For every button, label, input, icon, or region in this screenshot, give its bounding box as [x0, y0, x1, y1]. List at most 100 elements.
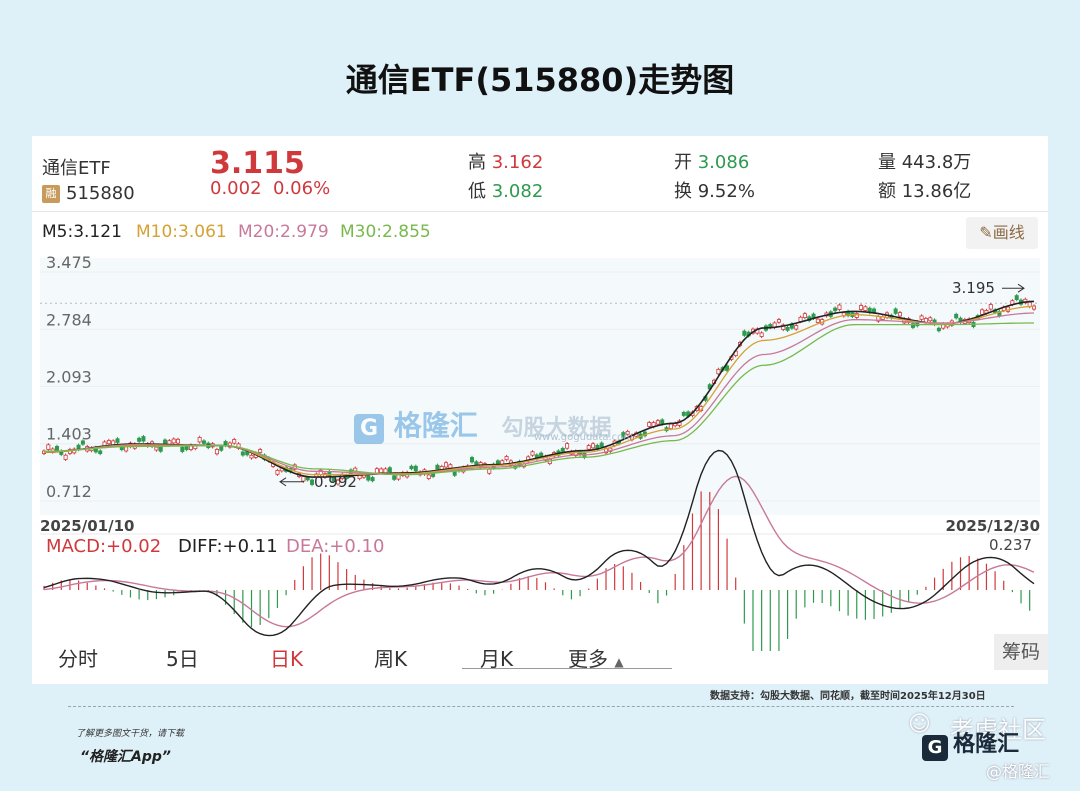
community-logo-icon: ☺ [908, 712, 931, 737]
candle-body [785, 326, 790, 331]
tab-monthly-k[interactable]: 月K [480, 647, 514, 671]
dashed-divider [68, 706, 1014, 707]
candle-body [249, 454, 254, 459]
candle-body [928, 317, 933, 322]
handle-watermark: @格隆汇 [986, 762, 1051, 781]
candle-body [647, 422, 652, 427]
candle-body [426, 474, 431, 479]
tab-intraday[interactable]: 分时 [58, 647, 98, 671]
candle-body [275, 470, 280, 475]
candle-body [560, 448, 565, 452]
candle-body [54, 445, 59, 452]
arrow-right-icon [1002, 283, 1025, 293]
volume-field: 量 443.8万 [878, 148, 971, 174]
footer-logo: G 格隆汇 [922, 726, 1019, 761]
kline-chart[interactable]: 3.475 2.784 2.093 1.403 0.712 3.195 0.992 2025… [32, 256, 1048, 651]
dea-label: DEA:+0.10 [286, 536, 384, 557]
price-change: 0.002 [210, 178, 262, 199]
etf-code-row: 融 515880 [42, 183, 135, 204]
open-field: 开 3.086 [674, 148, 749, 174]
footer-logo-text: 格隆汇 [953, 732, 1020, 757]
brand-watermark: G 格隆汇 勾股大数据 [354, 404, 612, 444]
candle-body [872, 308, 877, 313]
tab-underline [462, 668, 672, 669]
candle-body [859, 305, 864, 310]
tab-5day[interactable]: 5日 [166, 647, 199, 671]
candle-body [837, 304, 842, 310]
candle-body [863, 306, 868, 311]
low-field: 低 3.082 [468, 177, 543, 203]
candle-body [936, 327, 941, 332]
candle-body [897, 312, 902, 317]
macd-label: MACD:+0.02 [46, 536, 161, 557]
candle-body [448, 464, 453, 469]
page-title: 通信ETF(515880)走势图 [345, 61, 735, 99]
price-change-row: 0.002 0.06% [210, 178, 330, 199]
partner-watermark-url: www.gogudata.com [534, 432, 634, 443]
candle-body [366, 475, 371, 481]
draw-line-button[interactable]: ✎画线 [966, 217, 1038, 249]
y-tick-label: 1.403 [46, 425, 92, 444]
high-price-annotation: 3.195 [952, 279, 995, 297]
ma10-legend: M10:3.061 [136, 222, 227, 242]
source-note: 数据支持：勾股大数据、同花顺，截至时间2025年12月30日 [710, 691, 986, 702]
diff-line [43, 449, 1035, 637]
candle-body [586, 445, 591, 450]
candle-body [794, 325, 799, 330]
candle-body [474, 461, 479, 466]
footer-logo-icon: G [922, 735, 948, 761]
ma5-legend: M5:3.121 [42, 222, 122, 242]
candle-body [781, 324, 786, 330]
y-tick-label: 0.712 [46, 482, 92, 501]
candle-body [815, 318, 820, 323]
candle-body [854, 313, 859, 318]
candle-body [409, 465, 414, 470]
candle-body [487, 468, 492, 474]
candle-body [310, 479, 315, 485]
pencil-icon: ✎ [979, 223, 993, 242]
candle-body [137, 437, 142, 442]
y-tick-label: 2.784 [46, 310, 92, 329]
candle-body [154, 446, 159, 451]
candle-body [681, 412, 686, 416]
etf-code: 515880 [66, 183, 135, 204]
last-price: 3.115 [210, 146, 305, 181]
candle-body [1014, 295, 1019, 300]
candle-body [141, 436, 146, 442]
candle-body [258, 449, 263, 453]
candle-body [227, 442, 232, 448]
candle-body [171, 438, 176, 444]
candle-body [396, 474, 401, 480]
brand-logo-icon: G [354, 414, 384, 444]
candle-body [469, 457, 474, 463]
chip-distribution-button[interactable]: 筹码 [994, 634, 1048, 670]
margin-badge: 融 [42, 185, 60, 203]
candle-body [833, 307, 838, 312]
tab-weekly-k[interactable]: 周K [374, 647, 408, 671]
volume-value: 443.8万 [901, 152, 972, 173]
candle-body [158, 446, 163, 452]
low-value: 3.082 [491, 181, 544, 202]
candle-body [599, 442, 604, 448]
candle-body [591, 443, 596, 449]
promo-app-name: “格隆汇App” [80, 749, 171, 765]
candle-body [988, 304, 993, 310]
candle-body [201, 440, 206, 444]
candle-body [219, 446, 224, 451]
candle-body [331, 477, 336, 482]
diff-label: DIFF:+0.11 [178, 536, 278, 557]
candle-body [668, 423, 673, 429]
candle-body [124, 446, 129, 452]
candle-body [980, 309, 985, 315]
candle-body [176, 438, 181, 444]
candle-body [180, 446, 185, 452]
tab-daily-k[interactable]: 日K [270, 647, 304, 671]
candle-body [163, 439, 168, 444]
high-value: 3.162 [491, 152, 544, 173]
candle-body [625, 430, 630, 435]
arrow-left-icon [279, 477, 304, 487]
tab-more[interactable]: 更多 ▲ [568, 643, 624, 672]
candle-body [335, 479, 340, 485]
low-label: 低 [468, 181, 486, 202]
partner-watermark-text: 勾股大数据 [501, 416, 612, 441]
